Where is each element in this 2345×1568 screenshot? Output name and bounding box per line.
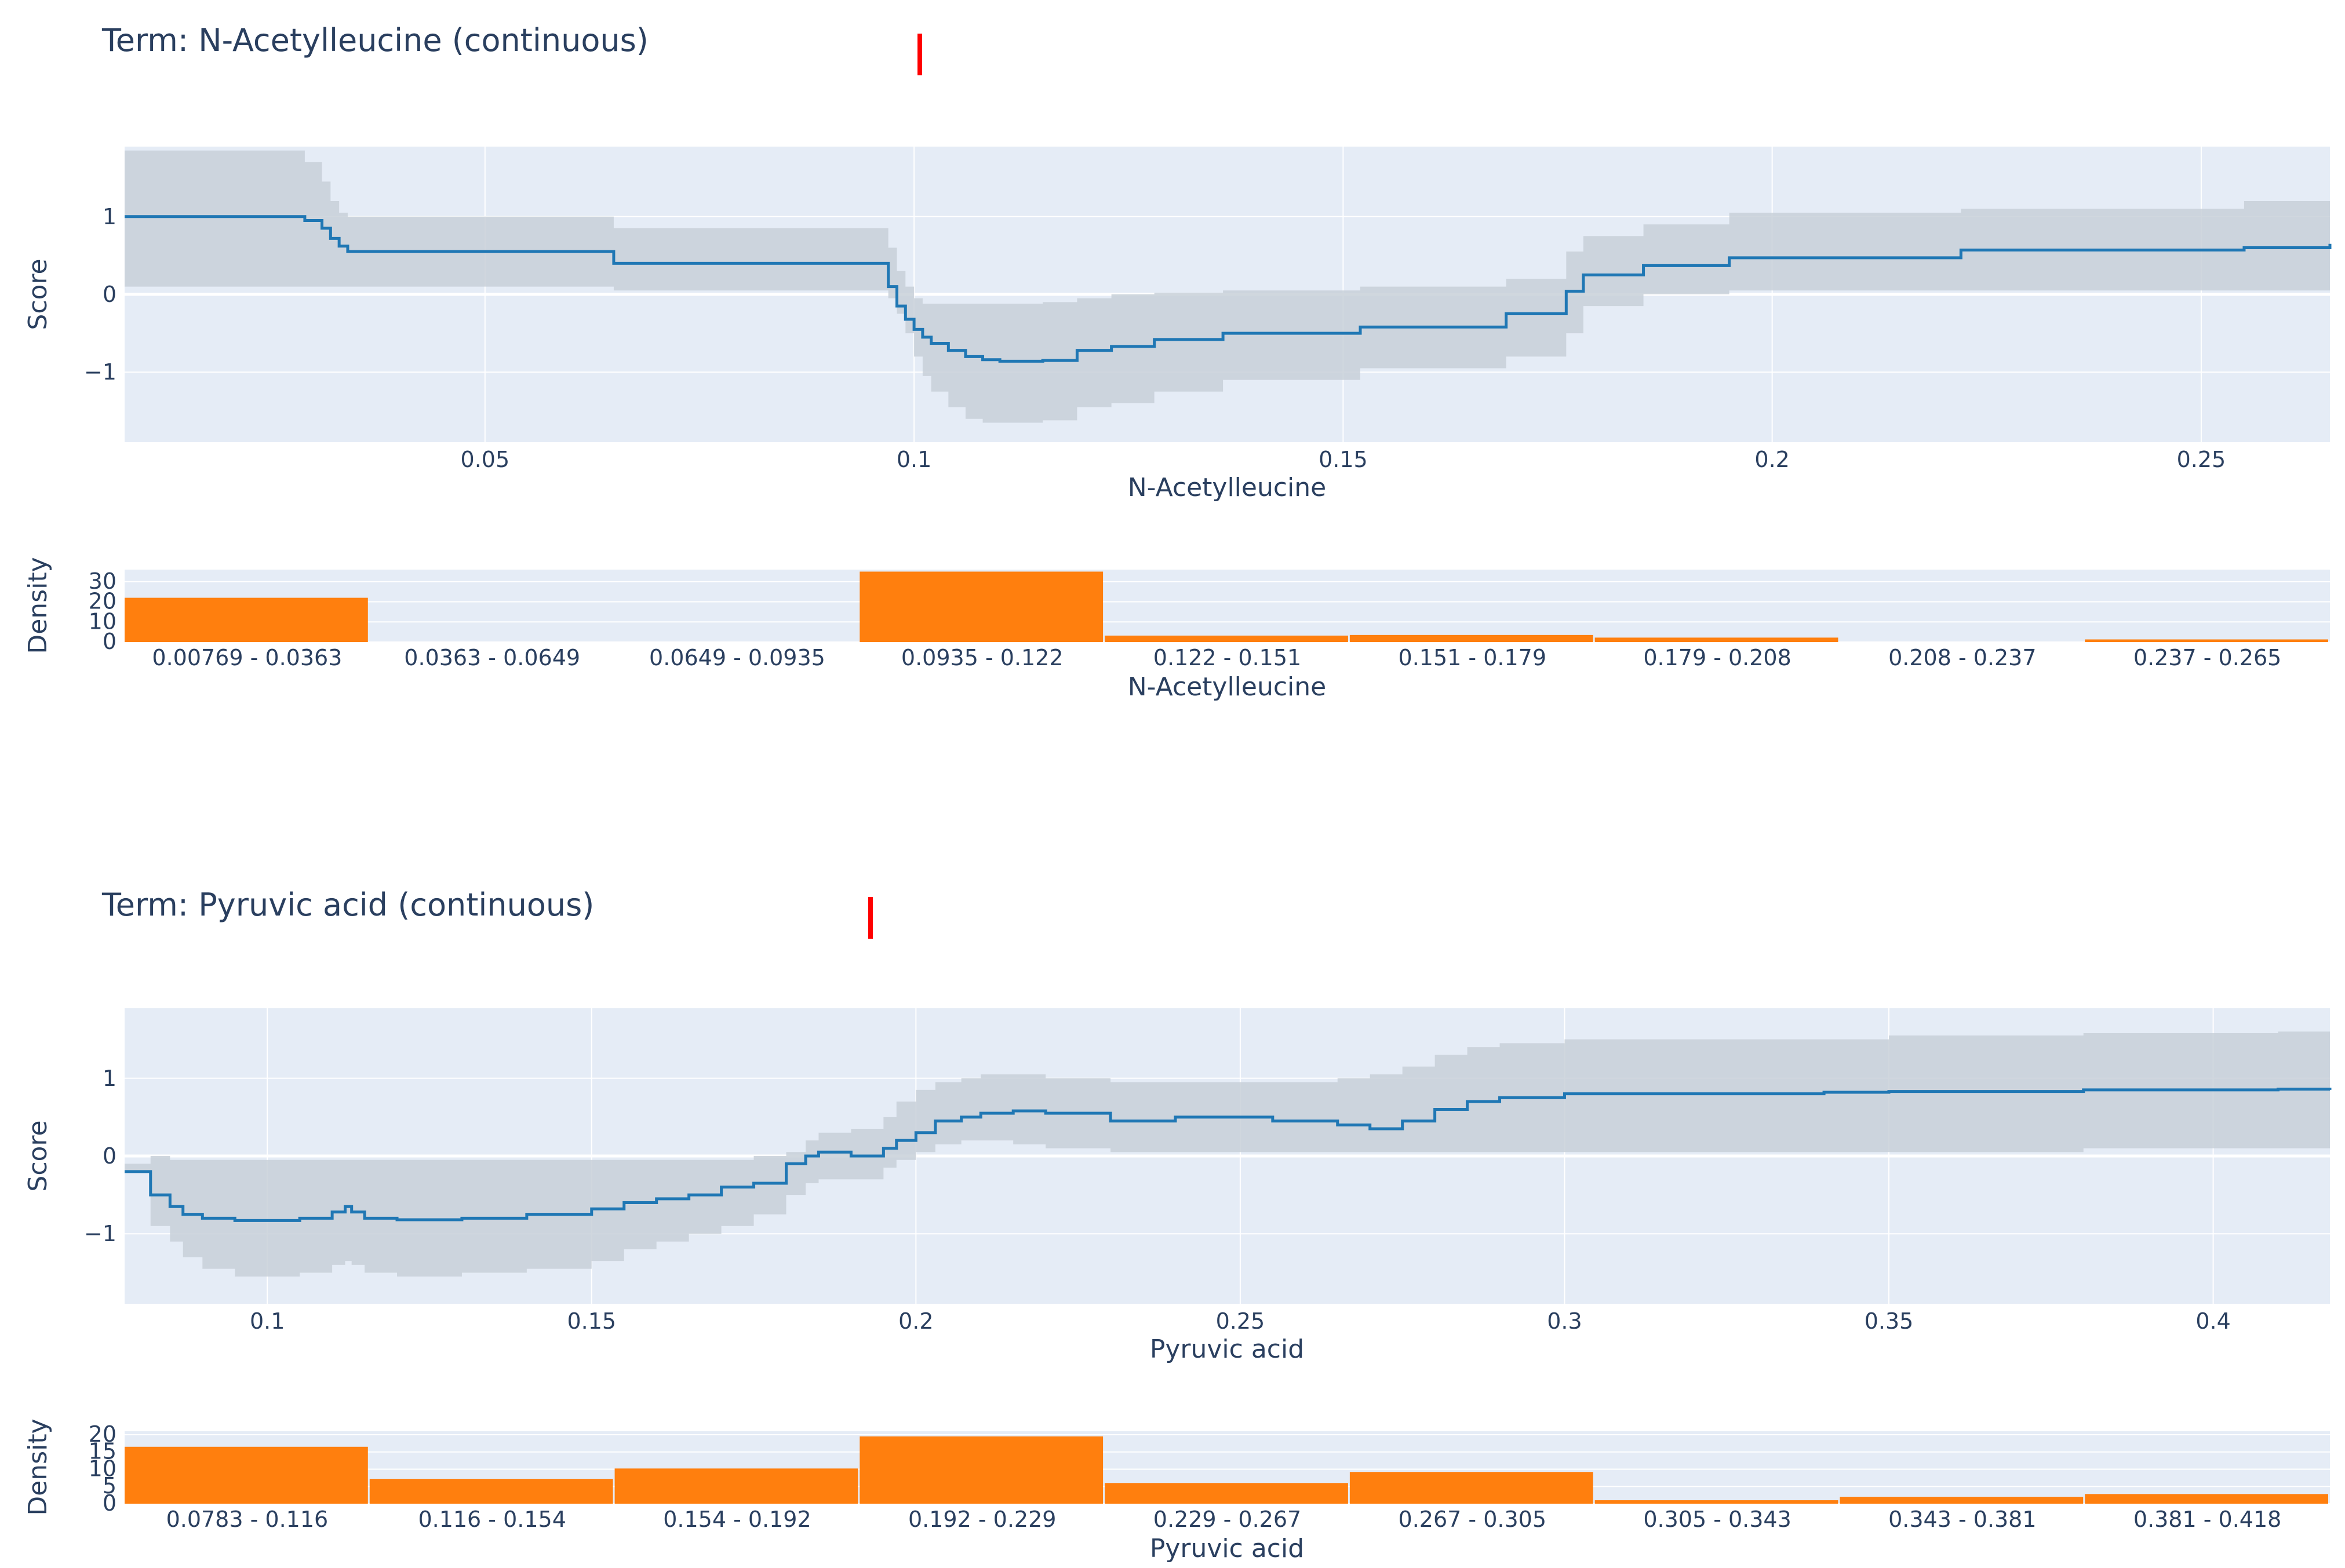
y-tick-label: 20 xyxy=(89,589,116,614)
chart-title-1: Term: N-Acetylleucine (continuous) xyxy=(101,22,649,59)
density-bar xyxy=(860,571,1104,642)
x-tick-label: 0.2 xyxy=(898,1308,933,1334)
density-bar xyxy=(125,597,368,642)
bin-label: 0.237 - 0.265 xyxy=(2133,645,2281,670)
x-tick-label: 0.35 xyxy=(1865,1308,1914,1334)
x-axis-label-2: Pyruvic acid xyxy=(1150,1334,1304,1364)
y-axis-label-2: Score xyxy=(23,1120,53,1191)
y-tick-label: 1 xyxy=(103,1066,116,1091)
chart-title-2: Term: Pyruvic acid (continuous) xyxy=(101,887,594,923)
score-line xyxy=(125,1088,2332,1222)
confidence-band xyxy=(125,150,2330,423)
red-marker-2 xyxy=(868,897,873,939)
y-tick-label: 0 xyxy=(103,629,116,654)
y-tick-label: 0 xyxy=(103,1490,116,1516)
x-tick-label: 0.05 xyxy=(461,447,510,472)
bin-label: 0.151 - 0.179 xyxy=(1399,645,1546,670)
x-tick-label: 0.15 xyxy=(1319,447,1368,472)
x-tick-label: 0.2 xyxy=(1754,447,1789,472)
y-tick-label: −1 xyxy=(84,359,116,385)
y-tick-label: 10 xyxy=(89,608,116,634)
score-plot-2: 0.1 0.15 0.2 0.25 0.3 0.35 0.4 1 0 −1 xyxy=(84,1008,2332,1334)
bin-label: 0.229 - 0.267 xyxy=(1153,1507,1301,1532)
bin-label: 0.0935 - 0.122 xyxy=(901,645,1064,670)
y-tick-label: −1 xyxy=(84,1221,116,1246)
bin-label: 0.0649 - 0.0935 xyxy=(649,645,825,670)
density-bar xyxy=(125,1446,368,1504)
density-bar xyxy=(369,1479,613,1504)
density-bar xyxy=(614,1468,858,1504)
bin-label: 0.0783 - 0.116 xyxy=(166,1507,329,1532)
y-tick-label: 10 xyxy=(89,1456,116,1481)
bin-label: 0.192 - 0.229 xyxy=(908,1507,1056,1532)
x-tick-label: 0.4 xyxy=(2195,1308,2230,1334)
density-bar xyxy=(1349,1472,1593,1504)
x-tick-label: 0.1 xyxy=(897,447,931,472)
density-bar xyxy=(1594,1500,1838,1504)
y-tick-label: 5 xyxy=(103,1473,116,1498)
density-bar xyxy=(1105,1483,1348,1504)
y-tick-label: 15 xyxy=(89,1439,116,1464)
bin-label: 0.343 - 0.381 xyxy=(1888,1507,2036,1532)
x-tick-label: 0.1 xyxy=(250,1308,285,1334)
density-x-axis-label-1: N-Acetylleucine xyxy=(1128,672,1326,702)
bin-label: 0.154 - 0.192 xyxy=(663,1507,811,1532)
bin-label: 0.122 - 0.151 xyxy=(1153,645,1301,670)
density-bar xyxy=(860,1436,1104,1504)
density-x-axis-label-2: Pyruvic acid xyxy=(1150,1534,1304,1563)
y-tick-label: 30 xyxy=(89,568,116,594)
y-tick-label: 1 xyxy=(103,204,116,229)
bin-label: 0.267 - 0.305 xyxy=(1399,1507,1546,1532)
y-tick-label: 0 xyxy=(103,1143,116,1169)
x-tick-label: 0.15 xyxy=(567,1308,616,1334)
bin-label: 0.116 - 0.154 xyxy=(418,1507,566,1532)
density-y-axis-label-1: Density xyxy=(23,557,53,654)
density-bar xyxy=(1349,635,1593,642)
bin-label: 0.179 - 0.208 xyxy=(1643,645,1791,670)
y-tick-label: 20 xyxy=(89,1421,116,1447)
y-tick-label: 0 xyxy=(103,282,116,307)
density-bar xyxy=(2085,1494,2328,1504)
bin-label: 0.381 - 0.418 xyxy=(2133,1507,2281,1532)
y-axis-label-1: Score xyxy=(23,258,53,330)
score-plot-1: 0.05 0.1 0.15 0.2 0.25 1 0 −1 xyxy=(84,147,2332,472)
x-axis-label-1: N-Acetylleucine xyxy=(1128,473,1326,502)
density-bar xyxy=(1105,635,1348,642)
x-tick-label: 0.25 xyxy=(1216,1308,1265,1334)
density-bar xyxy=(1594,637,1838,642)
bin-label: 0.208 - 0.237 xyxy=(1888,645,2036,670)
x-tick-label: 0.3 xyxy=(1547,1308,1582,1334)
red-marker-1 xyxy=(917,34,922,75)
score-line xyxy=(125,215,2332,363)
density-bar xyxy=(1840,1497,2084,1504)
x-tick-label: 0.25 xyxy=(2177,447,2226,472)
bin-label: 0.305 - 0.343 xyxy=(1643,1507,1791,1532)
density-y-axis-label-2: Density xyxy=(23,1419,53,1515)
bin-label: 0.0363 - 0.0649 xyxy=(404,645,580,670)
density-plot-bg-1 xyxy=(125,570,2330,642)
bin-label: 0.00769 - 0.0363 xyxy=(152,645,342,670)
density-bar xyxy=(2085,639,2328,642)
